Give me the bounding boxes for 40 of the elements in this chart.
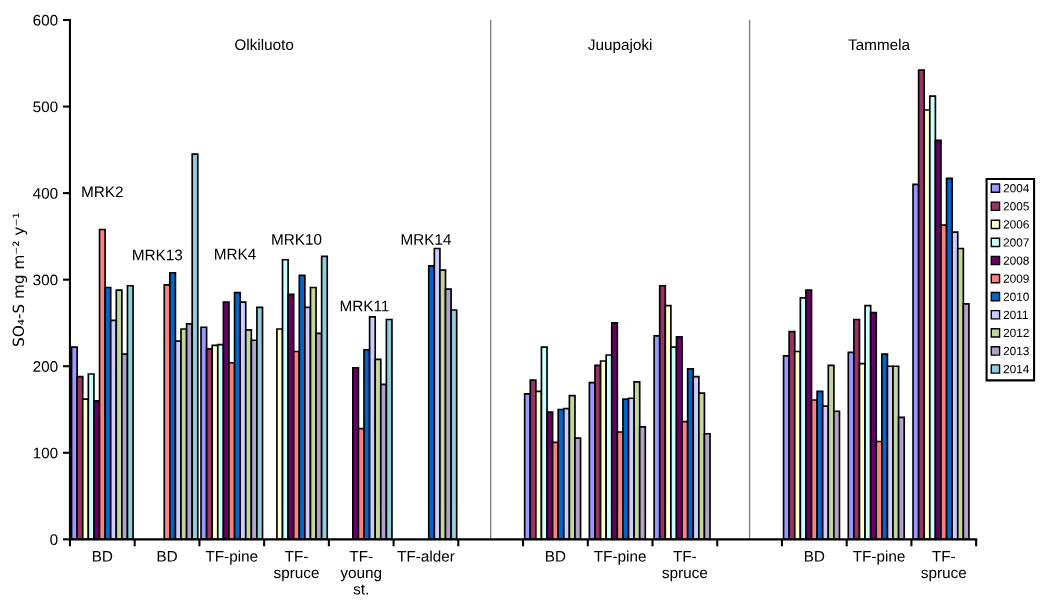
x-tick-label: BD	[157, 551, 177, 562]
legend-label: 2013	[1003, 346, 1029, 356]
x-tick-label: BD	[804, 551, 825, 562]
y-tick-label: 300	[33, 274, 58, 286]
x-tick-label: BD	[546, 551, 566, 562]
legend-label: 2010	[1003, 292, 1029, 301]
annotation: MRK13	[133, 249, 183, 261]
x-tick-label: TF-pine	[205, 550, 258, 565]
annotation: MRK11	[340, 300, 389, 312]
legend-label: 2009	[1003, 274, 1029, 283]
annotation: Tammela	[848, 38, 911, 51]
legend-label: 2006	[1003, 220, 1029, 229]
x-tick-label: TF-pine	[594, 550, 646, 565]
y-tick-label: 100	[33, 447, 58, 459]
legend-label: 2014	[1003, 364, 1030, 374]
x-tick-label: TF-alder	[397, 550, 455, 562]
legend-label: 2012	[1003, 328, 1029, 338]
annotation: MRK2	[82, 186, 123, 198]
x-tick-label: TF-young st.	[340, 551, 382, 595]
y-axis-title: SO₄-S mg m⁻² y⁻¹	[12, 213, 28, 346]
annotation: MRK10	[272, 234, 322, 245]
legend-label: 2008	[1003, 256, 1029, 265]
annotation: MRK4	[215, 248, 256, 260]
x-tick-label: TF-pine	[853, 550, 905, 565]
legend-label: 2005	[1003, 202, 1029, 211]
y-tick-label: 400	[33, 187, 58, 199]
annotation: Olkiluoto	[235, 38, 294, 51]
x-tick-label: TF-spruce	[273, 551, 319, 582]
legend-label: 2011	[1003, 310, 1028, 320]
y-tick-label: 500	[33, 101, 58, 113]
y-tick-label: 0	[50, 534, 58, 546]
annotation: Juupajoki	[588, 38, 652, 54]
legend-label: 2007	[1003, 238, 1029, 247]
x-tick-label: BD	[92, 551, 113, 562]
legend-label: 2004	[1003, 184, 1030, 193]
x-tick-label: TF-spruce	[662, 551, 708, 582]
y-tick-label: 200	[33, 361, 58, 372]
y-tick-label: 600	[33, 14, 58, 26]
annotation: MRK14	[401, 234, 451, 245]
x-tick-label: TF-spruce	[921, 551, 967, 582]
